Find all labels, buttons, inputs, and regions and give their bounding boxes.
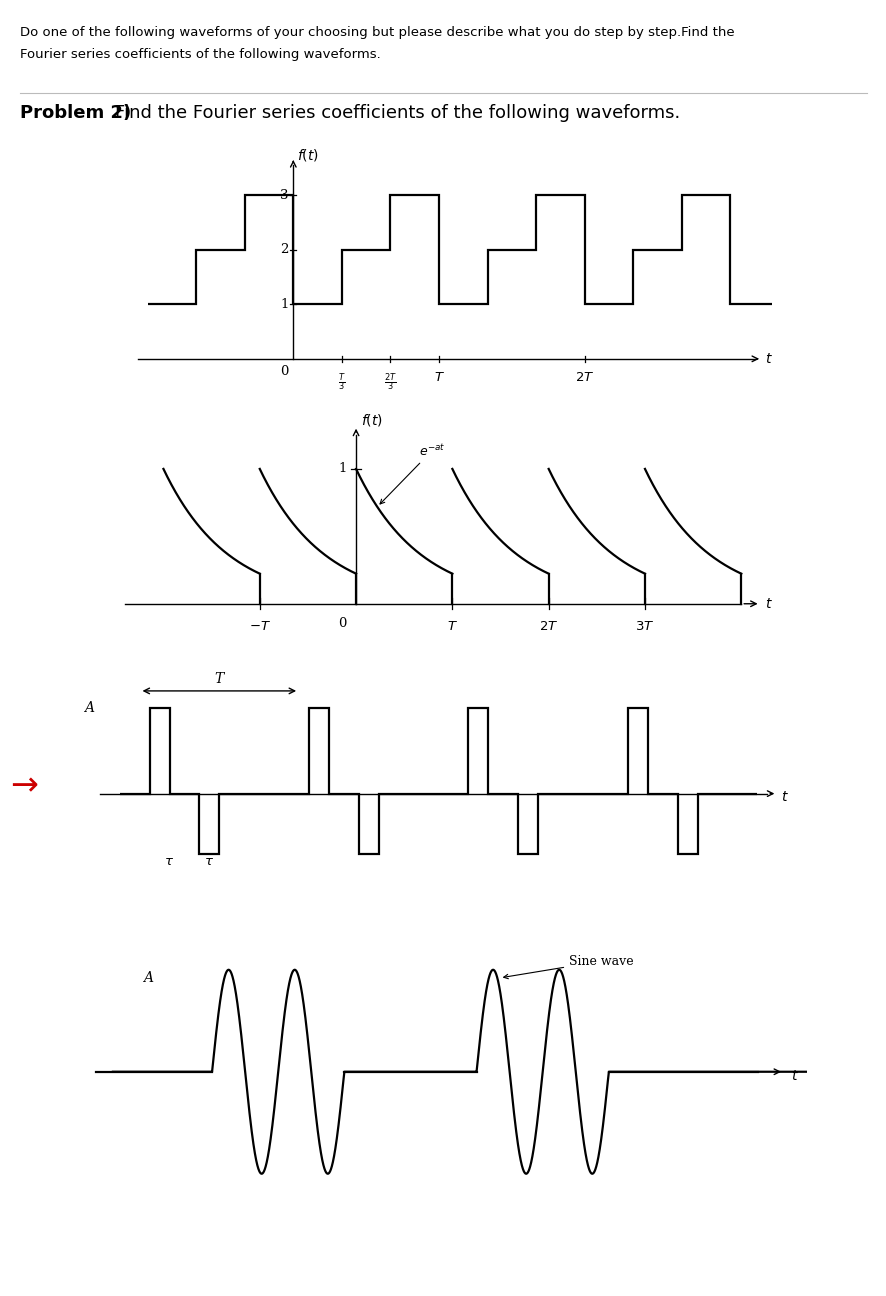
Text: $2T$: $2T$ (574, 371, 594, 384)
Text: A: A (143, 971, 152, 985)
Text: A: A (83, 701, 94, 715)
Text: $f(t)$: $f(t)$ (297, 146, 319, 163)
Text: $f(t)$: $f(t)$ (361, 412, 383, 429)
Text: 3: 3 (280, 189, 289, 202)
Text: Find the Fourier series coefficients of the following waveforms.: Find the Fourier series coefficients of … (115, 104, 680, 122)
Text: 0: 0 (280, 365, 289, 378)
Text: $t$: $t$ (765, 596, 773, 610)
Text: 2: 2 (280, 244, 289, 257)
Text: $t$: $t$ (781, 791, 789, 804)
Text: $t$: $t$ (789, 1069, 797, 1083)
Text: $T$: $T$ (433, 371, 444, 384)
Text: T: T (214, 671, 223, 686)
Text: $t$: $t$ (765, 351, 773, 365)
Text: $2T$: $2T$ (539, 619, 557, 632)
Text: Problem 2): Problem 2) (19, 104, 130, 122)
Text: 1: 1 (280, 298, 289, 311)
Text: $3T$: $3T$ (634, 619, 654, 632)
Text: $e^{-at}$: $e^{-at}$ (379, 443, 445, 504)
Text: $-T$: $-T$ (248, 619, 270, 632)
Text: $T$: $T$ (447, 619, 457, 632)
Text: $\rightarrow$: $\rightarrow$ (4, 767, 39, 801)
Text: Do one of the following waveforms of your choosing but please describe what you : Do one of the following waveforms of you… (19, 26, 734, 39)
Text: $\frac{2T}{3}$: $\frac{2T}{3}$ (384, 371, 396, 393)
Text: $\tau$: $\tau$ (204, 854, 214, 867)
Text: Sine wave: Sine wave (503, 955, 633, 978)
Text: 1: 1 (338, 463, 346, 476)
Text: $\frac{T}{3}$: $\frac{T}{3}$ (338, 371, 346, 393)
Text: Fourier series coefficients of the following waveforms.: Fourier series coefficients of the follo… (19, 48, 380, 61)
Text: 0: 0 (338, 617, 346, 630)
Text: $\tau$: $\tau$ (164, 854, 175, 867)
